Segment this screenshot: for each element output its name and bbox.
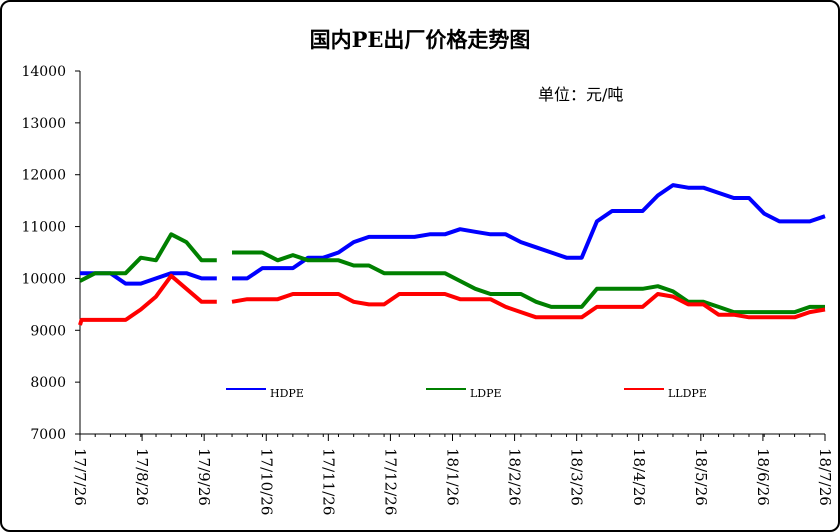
- x-tick-label: 17/11/26: [319, 448, 337, 515]
- legend-label-hdpe: HDPE: [270, 387, 304, 400]
- series-line-lldpe: [78, 273, 826, 326]
- y-tick-label: 14000: [21, 64, 66, 80]
- unit-label: 单位：元/吨: [538, 85, 624, 104]
- y-tick-label: 10000: [21, 271, 66, 287]
- series-line-hdpe: [80, 183, 826, 286]
- y-tick-label: 9000: [30, 323, 66, 339]
- series-line-ldpe: [79, 232, 825, 315]
- x-tick-label: 17/10/26: [257, 448, 275, 515]
- legend-label-lldpe: LLDPE: [668, 387, 707, 400]
- y-tick-label: 7000: [30, 427, 66, 443]
- x-tick-label: 18/1/26: [444, 448, 462, 506]
- y-tick-label: 11000: [21, 220, 66, 236]
- x-tick-label: 18/5/26: [692, 448, 710, 506]
- legend: HDPE LDPE LLDPE: [226, 387, 707, 400]
- y-tick-label: 12000: [21, 168, 66, 184]
- chart-title: 国内PE出厂价格走势图: [309, 27, 531, 52]
- legend-label-ldpe: LDPE: [470, 387, 502, 400]
- x-tick-label: 17/7/26: [71, 448, 89, 506]
- y-tick-label: 13000: [21, 116, 66, 132]
- y-tick-label: 8000: [30, 375, 66, 391]
- x-tick-label: 17/12/26: [381, 448, 399, 515]
- x-tick-label: 18/2/26: [506, 448, 524, 506]
- x-tick-label: 18/6/26: [754, 448, 772, 506]
- x-tick-label: 18/4/26: [630, 448, 648, 506]
- x-tick-label: 17/9/26: [195, 448, 213, 506]
- series-lines: [78, 183, 826, 326]
- x-tick-label: 18/7/26: [816, 448, 834, 506]
- x-tick-label: 17/8/26: [133, 448, 151, 506]
- x-tick-label: 18/3/26: [568, 448, 586, 506]
- axes: 7000 8000 9000 10000 11000 12000 13000 14000 17/…: [21, 64, 834, 515]
